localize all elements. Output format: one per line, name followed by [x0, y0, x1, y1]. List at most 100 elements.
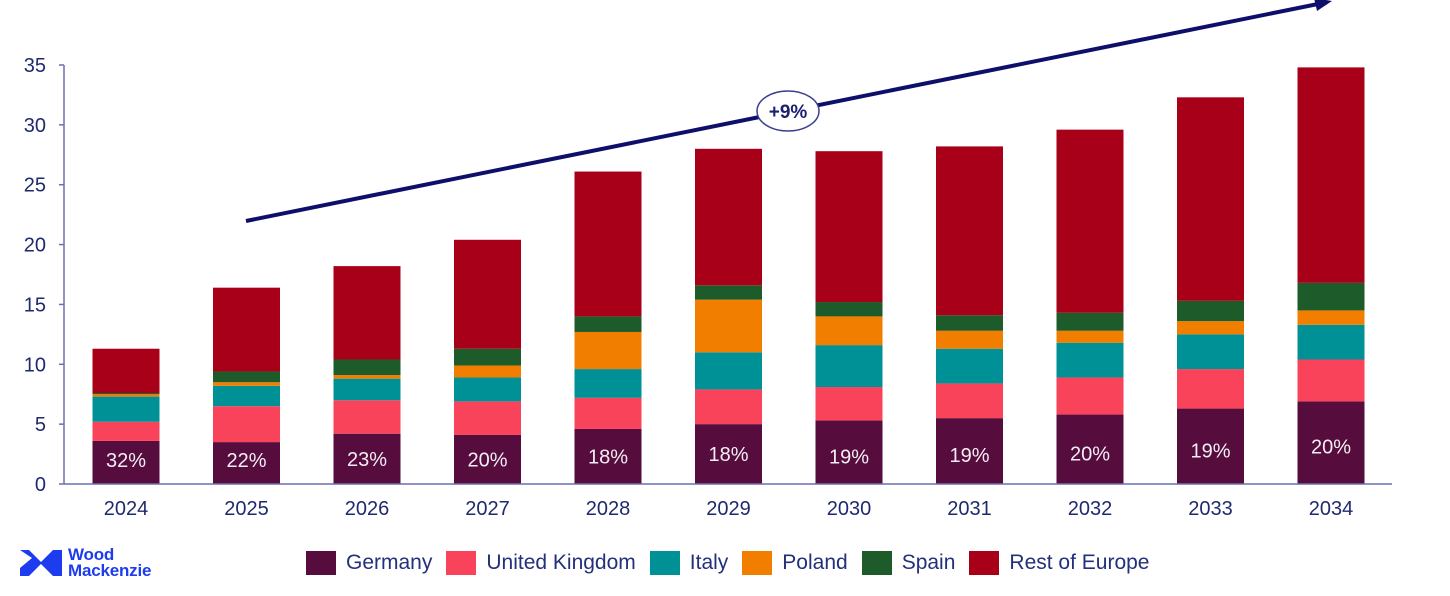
- bar-segment-united-kingdom: [1297, 359, 1365, 402]
- bar-segment-rest-of-europe: [333, 266, 401, 360]
- bar-segment-rest-of-europe: [213, 287, 280, 372]
- germany-share-label: 32%: [106, 450, 146, 472]
- bar-segment-poland: [574, 331, 642, 370]
- bar-segment-spain: [213, 371, 280, 383]
- legend-label: Poland: [782, 551, 848, 574]
- legend-label: Rest of Europe: [1009, 551, 1150, 574]
- x-tick-label: 2028: [586, 498, 631, 520]
- bar-segment-spain: [695, 285, 762, 300]
- legend-label: Germany: [346, 551, 433, 574]
- logo-line-1: Wood: [68, 545, 115, 564]
- bar-segment-spain: [454, 348, 521, 366]
- germany-share-label: 20%: [1311, 437, 1351, 459]
- y-tick-label: 15: [24, 294, 46, 316]
- x-tick-label: 2030: [827, 498, 872, 520]
- bar-segment-germany: [333, 433, 401, 484]
- germany-share-label: 18%: [588, 446, 628, 468]
- germany-share-label: 19%: [1190, 440, 1230, 462]
- bar-segment-spain: [574, 316, 642, 332]
- bar-segment-spain: [815, 302, 883, 317]
- bar-2030: 19%: [815, 151, 883, 484]
- bar-segment-rest-of-europe: [1297, 67, 1365, 283]
- bar-segment-poland: [92, 394, 160, 397]
- y-tick-label: 20: [24, 235, 46, 257]
- bar-segment-germany: [1177, 408, 1244, 484]
- legend-swatch: [306, 551, 336, 575]
- x-tick-label: 2027: [465, 498, 510, 520]
- bar-segment-rest-of-europe: [454, 239, 521, 349]
- bar-2031: 19%: [936, 146, 1003, 484]
- x-tick-label: 2029: [706, 498, 751, 520]
- x-tick-label: 2026: [345, 498, 390, 520]
- bar-2034: 20%: [1297, 67, 1365, 484]
- legend: Germany United Kingdom Italy Poland Spai…: [306, 551, 1164, 575]
- bar-segment-italy: [1297, 324, 1365, 360]
- bar-segment-germany: [1297, 401, 1365, 484]
- germany-share-label: 18%: [708, 444, 748, 466]
- bar-segment-italy: [936, 348, 1003, 384]
- bars: 32% 22% 23% 20% 18% 18% 19% 19% 20% 19% 20%: [92, 67, 1365, 484]
- bar-segment-united-kingdom: [333, 400, 401, 434]
- legend-swatch: [969, 551, 1000, 575]
- bar-segment-germany: [1056, 414, 1124, 484]
- bar-segment-italy: [454, 377, 521, 402]
- bar-2026: 23%: [333, 266, 401, 484]
- bar-2024: 32%: [92, 348, 160, 484]
- bar-segment-spain: [1177, 300, 1244, 322]
- y-tick-label: 10: [24, 354, 46, 376]
- bar-segment-italy: [1056, 342, 1124, 378]
- bar-segment-united-kingdom: [92, 421, 160, 441]
- bar-segment-italy: [815, 345, 883, 388]
- bar-segment-spain: [1056, 312, 1124, 331]
- growth-badge: [756, 90, 820, 132]
- y-tick-label: 30: [24, 115, 46, 137]
- legend-item-italy: Italy: [649, 551, 729, 575]
- legend-swatch: [446, 551, 477, 575]
- bar-segment-poland: [936, 330, 1003, 349]
- x-tick-label: 2033: [1188, 498, 1233, 520]
- bar-segment-germany: [815, 420, 883, 484]
- bar-segment-poland: [454, 365, 521, 378]
- bar-segment-germany: [936, 418, 1003, 484]
- y-tick-label: 5: [35, 414, 46, 436]
- bar-segment-rest-of-europe: [936, 146, 1003, 316]
- legend-label: Italy: [689, 551, 729, 574]
- logo-line-2: Mackenzie: [68, 561, 152, 580]
- bar-2029: 18%: [695, 148, 762, 484]
- bar-segment-germany: [574, 428, 642, 484]
- x-axis: 2024 2025 2026 2027 2028 2029 2030 2031 2032 2033…: [64, 483, 1392, 520]
- bar-2032: 20%: [1056, 129, 1124, 484]
- y-tick-label: 0: [35, 474, 46, 496]
- germany-share-label: 19%: [949, 445, 989, 467]
- wood-mackenzie-logo: Wood Mackenzie: [20, 546, 151, 580]
- legend-label: Spain: [901, 551, 956, 574]
- bar-segment-rest-of-europe: [574, 171, 642, 317]
- bar-segment-poland: [1297, 310, 1365, 325]
- x-tick-label: 2034: [1309, 498, 1354, 520]
- growth-label: +9%: [769, 102, 808, 123]
- bar-segment-united-kingdom: [695, 389, 762, 425]
- bar-2025: 22%: [213, 287, 280, 484]
- bar-segment-spain: [92, 393, 160, 395]
- bar-segment-poland: [1056, 330, 1124, 343]
- y-axis: 0 5 10 15 20 25 30 35: [24, 55, 65, 496]
- bar-segment-rest-of-europe: [1177, 97, 1244, 301]
- bar-2033: 19%: [1177, 97, 1244, 484]
- bar-segment-spain: [333, 359, 401, 376]
- bar-segment-italy: [333, 378, 401, 401]
- bar-segment-poland: [213, 382, 280, 386]
- bar-segment-united-kingdom: [454, 401, 521, 435]
- legend-swatch: [742, 551, 773, 575]
- germany-share-label: 23%: [347, 449, 387, 471]
- bar-segment-rest-of-europe: [92, 348, 160, 394]
- bar-segment-spain: [936, 315, 1003, 331]
- y-tick-label: 35: [24, 55, 46, 77]
- bar-segment-rest-of-europe: [695, 148, 762, 286]
- bar-segment-italy: [695, 352, 762, 390]
- bar-segment-united-kingdom: [1056, 377, 1124, 415]
- bar-segment-united-kingdom: [574, 397, 642, 429]
- trend-arrow: +9%: [245, 0, 1332, 223]
- bar-segment-spain: [1297, 282, 1365, 311]
- bar-segment-rest-of-europe: [815, 151, 883, 303]
